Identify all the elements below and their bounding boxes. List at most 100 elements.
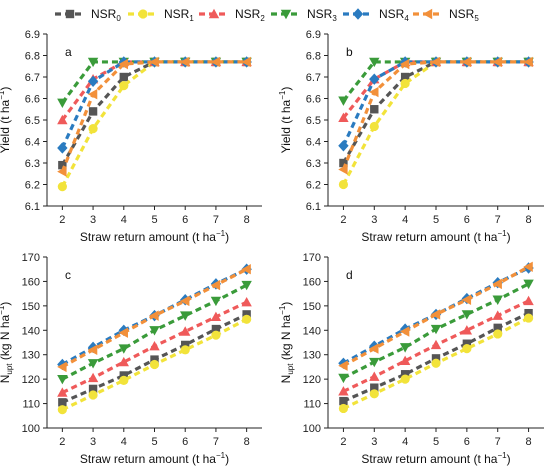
data-point: [338, 96, 349, 106]
data-point: [241, 280, 252, 291]
data-point: [119, 371, 128, 380]
y-tick-label: 6.9: [25, 29, 40, 41]
panels: 6.1 6.2 6.3 6.4 6.5 6.6 6.7 6.8 6.9 2 3 4 5 6 7 8 Straw …: [0, 29, 544, 466]
legend-entry: NSR2: [199, 7, 265, 23]
y-tick-label: 6.9: [306, 29, 321, 41]
data-point: [461, 310, 473, 320]
legend-label-sub: 2: [260, 14, 265, 23]
data-point: [369, 389, 379, 399]
data-point: [338, 403, 349, 414]
data-point: [149, 340, 160, 351]
data-point: [57, 114, 68, 125]
y-tick-label: 100: [22, 423, 40, 435]
legend-label-sub: 1: [189, 14, 194, 23]
data-point: [369, 121, 379, 132]
legend-label-base: NSR: [164, 7, 190, 21]
x-tick-label: 4: [121, 436, 127, 448]
y-axis-label-sub: upt: [5, 363, 14, 375]
x-axis-label-main: Straw return amount (t ha: [361, 230, 497, 244]
series-1: [57, 57, 252, 192]
data-point: [87, 359, 99, 369]
y-tick-label: 130: [303, 350, 321, 362]
legend-entry: NSR1: [128, 7, 194, 23]
data-point: [118, 356, 129, 367]
legend-label-base: NSR: [91, 7, 117, 21]
data-point: [430, 56, 441, 68]
data-point: [150, 355, 159, 364]
y-axis-label-main: N: [0, 375, 12, 384]
x-axis-label-sup: −1: [497, 451, 507, 460]
data-point: [338, 164, 348, 175]
data-point: [400, 374, 410, 384]
data-point: [369, 86, 379, 98]
y-tick-label: 6.7: [306, 72, 321, 84]
y-tick-label: 6.4: [25, 137, 40, 149]
data-point: [87, 372, 99, 383]
legend-entry: NSR3: [271, 7, 337, 23]
data-point: [338, 360, 348, 371]
y-axis-label: Nupt (kg N ha−1): [0, 302, 14, 384]
y-axis-label-end: ): [0, 302, 12, 306]
data-point: [399, 58, 410, 70]
data-point: [241, 264, 251, 275]
y-tick-label: 120: [303, 374, 321, 386]
data-point: [339, 158, 348, 168]
data-point: [338, 373, 349, 384]
y-axis-label-end: ): [279, 302, 293, 306]
y-tick-label: 140: [303, 325, 321, 337]
x-tick-label: 7: [213, 436, 219, 448]
data-point: [57, 182, 67, 192]
legend: NSR0 NSR1 NSR2 NSR3 NSR4 NSR5: [55, 7, 479, 23]
x-axis-label-sup: −1: [497, 229, 507, 238]
x-tick-label: 8: [244, 436, 250, 448]
legend-label: NSR0: [91, 7, 121, 23]
data-point: [369, 57, 380, 68]
data-point: [87, 344, 98, 356]
x-tick-label: 5: [151, 436, 157, 448]
data-point: [180, 326, 191, 336]
data-point: [400, 370, 410, 379]
x-tick-label: 3: [90, 436, 96, 448]
data-point: [492, 56, 502, 68]
data-point: [210, 56, 221, 68]
x-tick-label: 3: [371, 214, 377, 226]
data-point: [370, 105, 379, 114]
legend-marker: [138, 9, 148, 19]
x-axis-label-main: Straw return amount (t ha: [80, 230, 216, 244]
x-tick-label: 6: [182, 214, 188, 226]
y-tick-label: 150: [22, 301, 40, 313]
panel-b: 6.1 6.2 6.3 6.4 6.5 6.6 6.7 6.8 6.9 2 3 4 5 6 7 8 Straw …: [278, 29, 544, 244]
y-tick-label: 130: [22, 350, 40, 362]
data-point: [493, 323, 502, 333]
x-axis-label-main: Straw return amount (t ha: [361, 452, 497, 466]
y-tick-label: 6.6: [306, 94, 321, 106]
y-tick-label: 6.6: [25, 94, 40, 106]
data-point: [369, 357, 380, 368]
y-tick-label: 6.2: [306, 180, 321, 192]
legend-label-sub: 0: [116, 14, 121, 23]
data-point: [57, 374, 68, 385]
y-tick-label: 6.4: [306, 137, 321, 149]
legend-marker: [422, 8, 433, 20]
data-point: [339, 396, 348, 406]
data-point: [57, 166, 67, 177]
legend-label-base: NSR: [307, 7, 333, 21]
data-point: [149, 56, 159, 68]
legend-label-sub: 5: [474, 14, 479, 23]
data-point: [180, 345, 190, 355]
y-tick-label: 170: [303, 252, 321, 264]
x-tick-label: 4: [402, 436, 408, 448]
y-tick-label: 6.1: [25, 201, 40, 213]
x-tick-label: 8: [244, 214, 250, 226]
data-point: [338, 179, 349, 190]
y-axis-label: Nupt (kg N ha−1): [278, 302, 295, 384]
data-point: [523, 56, 533, 68]
data-point: [119, 72, 128, 82]
data-point: [210, 279, 221, 291]
data-point: [492, 278, 502, 290]
data-point: [523, 295, 534, 306]
data-point: [461, 325, 473, 335]
data-point: [492, 295, 503, 305]
data-point: [180, 56, 190, 68]
